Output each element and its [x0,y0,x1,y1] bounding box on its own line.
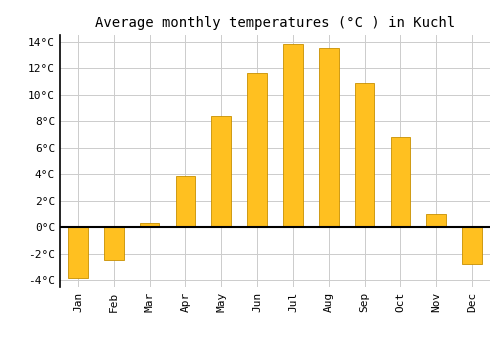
Title: Average monthly temperatures (°C ) in Kuchl: Average monthly temperatures (°C ) in Ku… [95,16,455,30]
Bar [212,116,231,227]
Bar [104,227,124,260]
Bar [426,214,446,227]
Bar [462,227,482,265]
Bar [390,137,410,227]
Bar [176,176,196,227]
Bar [140,223,160,227]
Bar [68,227,88,278]
Bar [283,44,303,227]
Bar [354,83,374,227]
Bar [247,74,267,227]
Bar [319,48,338,227]
